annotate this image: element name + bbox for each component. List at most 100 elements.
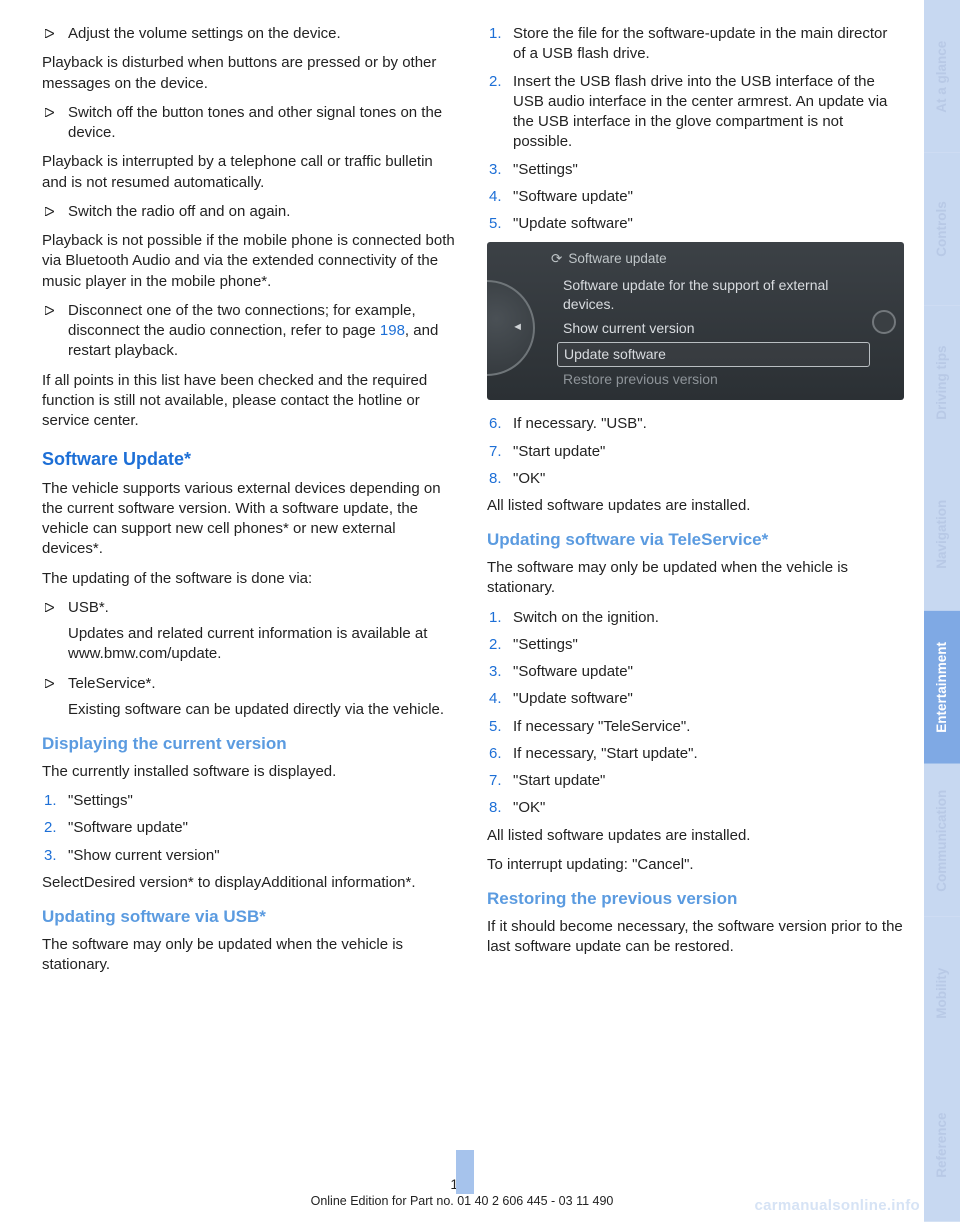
idrive-screenshot: ⟳ Software update Software update for th… — [487, 242, 904, 400]
subsection-heading: Updating software via TeleService* — [487, 529, 904, 552]
bullet-text: Switch the radio off and on again. — [68, 202, 459, 222]
list-item: 3."Show current version" — [42, 846, 459, 866]
body-text: The vehicle supports various external de… — [42, 479, 459, 560]
bullet-item: Disconnect one of the two connections; f… — [42, 301, 459, 362]
bullet-item: TeleService*. Existing software can be u… — [42, 674, 459, 721]
list-item: 2."Software update" — [42, 818, 459, 838]
list-number: 4. — [487, 187, 513, 207]
list-number: 8. — [487, 469, 513, 489]
bullet-text: Adjust the volume settings on the device… — [68, 24, 459, 44]
page-link[interactable]: 198 — [380, 322, 405, 339]
list-text: "Settings" — [513, 160, 904, 180]
list-number: 3. — [487, 662, 513, 682]
subsection-heading: Displaying the current version — [42, 733, 459, 756]
list-number: 7. — [487, 771, 513, 791]
bullet-text: TeleService*. — [68, 674, 459, 694]
list-item: 1.Store the file for the software-update… — [487, 24, 904, 65]
tab-navigation[interactable]: Navigation — [924, 458, 960, 611]
list-text: If necessary "TeleService". — [513, 717, 904, 737]
list-number: 6. — [487, 744, 513, 764]
bullet-text: Existing software can be updated directl… — [68, 700, 459, 720]
screenshot-title: Software update — [568, 250, 666, 268]
triangle-icon — [42, 103, 68, 144]
list-number: 1. — [487, 24, 513, 65]
list-text: "Update software" — [513, 689, 904, 709]
triangle-icon — [42, 598, 68, 665]
bullet-text: USB*. — [68, 598, 459, 618]
list-item: 2."Settings" — [487, 635, 904, 655]
list-item: 8."OK" — [487, 798, 904, 818]
tab-at-a-glance[interactable]: At a glance — [924, 0, 960, 153]
triangle-icon — [42, 202, 68, 222]
body-text: Playback is disturbed when buttons are p… — [42, 53, 459, 94]
list-text: Store the file for the software-update i… — [513, 24, 904, 65]
list-text: "Settings" — [68, 791, 459, 811]
list-text: "Start update" — [513, 442, 904, 462]
bullet-text: Disconnect one of the two connections; f… — [68, 301, 459, 362]
list-text: If necessary, "Start update". — [513, 744, 904, 764]
list-text: "Software update" — [513, 187, 904, 207]
list-number: 5. — [487, 717, 513, 737]
list-number: 2. — [487, 635, 513, 655]
screenshot-desc: Software update for the support of exter… — [563, 274, 864, 317]
list-number: 3. — [487, 160, 513, 180]
body-text: All listed software updates are installe… — [487, 496, 904, 516]
list-item: 6.If necessary. "USB". — [487, 414, 904, 434]
list-item: 4."Software update" — [487, 187, 904, 207]
body-text: The software may only be updated when th… — [42, 935, 459, 976]
list-number: 7. — [487, 442, 513, 462]
list-text: "Software update" — [68, 818, 459, 838]
bullet-item: Switch off the button tones and other si… — [42, 103, 459, 144]
screenshot-menu-item-selected: Update software — [557, 342, 870, 367]
list-number: 1. — [42, 791, 68, 811]
refresh-icon: ⟳ — [551, 250, 562, 268]
list-text: "Settings" — [513, 635, 904, 655]
list-number: 5. — [487, 214, 513, 234]
right-column: 1.Store the file for the software-update… — [487, 24, 904, 1222]
list-text: "Show current version" — [68, 846, 459, 866]
body-text: The updating of the software is done via… — [42, 569, 459, 589]
tab-communication[interactable]: Communication — [924, 764, 960, 917]
bullet-text: Switch off the button tones and other si… — [68, 103, 459, 144]
list-item: 5.If necessary "TeleService". — [487, 717, 904, 737]
section-heading: Software Update* — [42, 447, 459, 471]
body-text: SelectDesired version* to displayAdditio… — [42, 873, 459, 893]
list-item: 1.Switch on the ignition. — [487, 608, 904, 628]
tab-controls[interactable]: Controls — [924, 153, 960, 306]
bullet-item: Switch the radio off and on again. — [42, 202, 459, 222]
tab-reference[interactable]: Reference — [924, 1069, 960, 1222]
page-number-area: 199 — [0, 1175, 924, 1194]
list-item: 8."OK" — [487, 469, 904, 489]
body-text: The software may only be updated when th… — [487, 558, 904, 599]
section-tabs: At a glance Controls Driving tips Naviga… — [924, 0, 960, 1222]
body-text: To interrupt updating: "Cancel". — [487, 855, 904, 875]
list-text: "Update software" — [513, 214, 904, 234]
list-item: 2.Insert the USB flash drive into the US… — [487, 72, 904, 153]
list-item: 4."Update software" — [487, 689, 904, 709]
list-number: 4. — [487, 689, 513, 709]
body-text: All listed software updates are installe… — [487, 826, 904, 846]
list-text: "OK" — [513, 798, 904, 818]
list-item: 6.If necessary, "Start update". — [487, 744, 904, 764]
body-text: Playback is interrupted by a telephone c… — [42, 152, 459, 193]
triangle-icon — [42, 301, 68, 362]
list-item: 5."Update software" — [487, 214, 904, 234]
list-text: Insert the USB flash drive into the USB … — [513, 72, 904, 153]
knob-icon — [872, 310, 896, 334]
watermark: carmanualsonline.info — [755, 1196, 921, 1216]
list-item: 1."Settings" — [42, 791, 459, 811]
list-text: "Software update" — [513, 662, 904, 682]
tab-driving-tips[interactable]: Driving tips — [924, 306, 960, 459]
screenshot-menu-item-disabled: Restore previous version — [563, 368, 864, 392]
list-number: 3. — [42, 846, 68, 866]
screenshot-menu-item: Show current version — [563, 317, 864, 341]
tab-entertainment[interactable]: Entertainment — [924, 611, 960, 764]
tab-mobility[interactable]: Mobility — [924, 917, 960, 1070]
subsection-heading: Restoring the previous version — [487, 888, 904, 911]
list-text: "Start update" — [513, 771, 904, 791]
list-text: If necessary. "USB". — [513, 414, 904, 434]
subsection-heading: Updating software via USB* — [42, 906, 459, 929]
list-number: 1. — [487, 608, 513, 628]
triangle-icon — [42, 24, 68, 44]
list-item: 7."Start update" — [487, 442, 904, 462]
